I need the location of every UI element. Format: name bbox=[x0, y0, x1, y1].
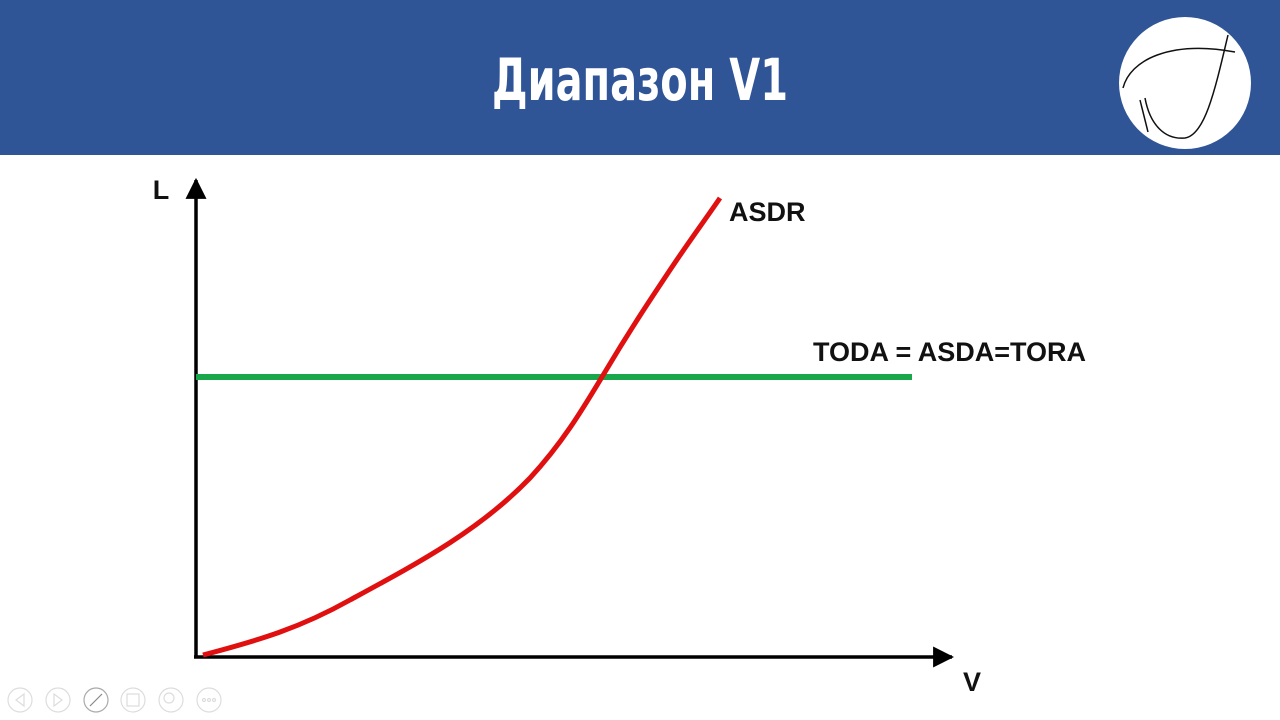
curve-label: ASDR bbox=[729, 197, 806, 227]
more-button[interactable] bbox=[196, 687, 222, 713]
pen-button[interactable] bbox=[83, 687, 109, 713]
line-label: TODA = ASDA=TORA bbox=[813, 337, 1086, 367]
asdr-curve bbox=[202, 196, 723, 658]
slide-title: Диапазон V1 bbox=[492, 46, 788, 114]
zoom-button[interactable] bbox=[158, 687, 184, 713]
header-bar bbox=[0, 0, 1280, 155]
prev-button[interactable] bbox=[7, 687, 33, 713]
slides-button[interactable] bbox=[120, 687, 146, 713]
logo bbox=[1119, 17, 1251, 149]
x-axis-label: V bbox=[963, 667, 981, 697]
y-axis-label: L bbox=[153, 175, 170, 205]
next-button[interactable] bbox=[45, 687, 71, 713]
slideshow-toolbar bbox=[7, 687, 222, 713]
